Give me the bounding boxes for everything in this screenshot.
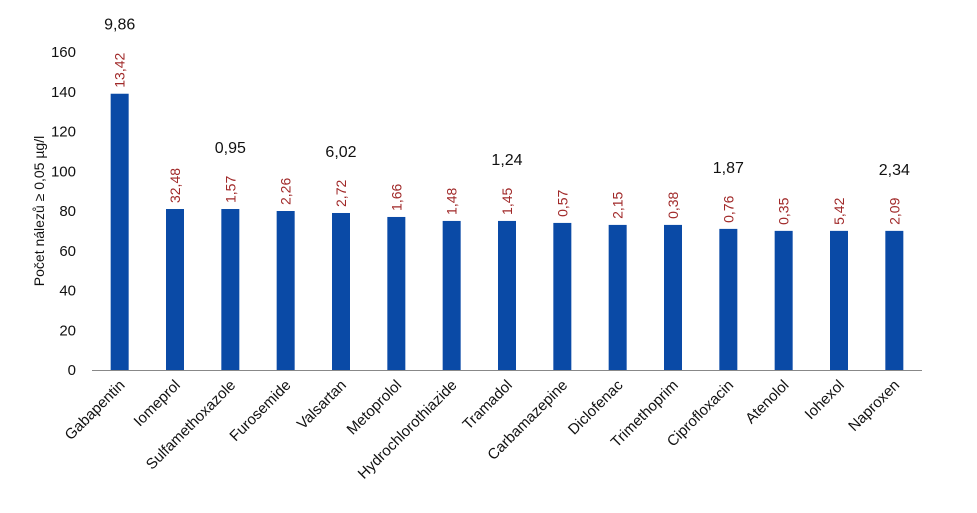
red-value-label: 1,57: [222, 176, 238, 203]
bar: [110, 93, 129, 371]
black-value-label: 6,02: [325, 144, 356, 161]
bars: [110, 93, 904, 371]
category-label: Naproxen: [845, 377, 903, 435]
category-label: Iohexol: [802, 377, 848, 423]
black-value-label: 9,86: [104, 17, 135, 34]
y-tick-label: 120: [51, 124, 76, 141]
category-label: Gabapentin: [62, 377, 129, 444]
category-label: Tramadol: [459, 377, 515, 433]
bar: [276, 211, 295, 370]
y-axis-label: Počet nálezů ≥ 0,05 µg/l: [31, 136, 47, 286]
y-tick-label: 0: [68, 362, 76, 379]
bar: [885, 230, 904, 370]
red-value-label: 0,76: [720, 195, 736, 222]
red-value-label: 1,48: [444, 187, 460, 214]
red-value-label: 0,38: [665, 191, 681, 218]
red-value-label: 13,42: [112, 52, 128, 87]
category-label: Atenolol: [742, 377, 792, 427]
y-tick-label: 100: [51, 163, 76, 180]
value-labels-black: 9,86 0,95 6,02 1,24 1,87 2,34: [104, 17, 910, 179]
bar: [442, 220, 461, 370]
bar: [387, 216, 406, 370]
red-value-label: 0,57: [554, 189, 570, 216]
red-value-label: 2,15: [610, 191, 626, 218]
red-value-label: 1,66: [388, 184, 404, 211]
bar: [553, 222, 572, 370]
red-value-label: 2,09: [886, 197, 902, 224]
y-tick-label: 160: [51, 44, 76, 61]
y-tick-label: 20: [59, 322, 76, 339]
y-tick-label: 40: [59, 283, 76, 300]
bar: [166, 209, 184, 370]
red-value-label: 5,42: [831, 197, 847, 224]
x-axis-category-labels: Gabapentin IomeprolSulfamethoxazoleFurose…: [62, 376, 904, 482]
y-tick-label: 80: [59, 203, 76, 220]
black-value-label: 1,24: [491, 152, 522, 169]
red-value-label: 32,48: [167, 168, 183, 203]
bar: [830, 230, 848, 370]
black-value-label: 2,34: [879, 162, 910, 179]
red-value-label: 0,35: [776, 197, 792, 224]
black-value-label: 1,87: [713, 160, 744, 177]
category-label: Valsartan: [294, 377, 350, 433]
bar: [221, 209, 240, 370]
y-tick-label: 140: [51, 84, 76, 101]
red-value-label: 2,72: [333, 180, 349, 207]
category-label: Iomeprol: [131, 377, 184, 430]
black-value-label: 0,95: [215, 140, 246, 157]
y-axis-ticks: 0 20 40 60 80 100 120 140 160: [51, 44, 76, 379]
bar: [664, 224, 682, 370]
value-labels-red: 13,42 32,48 1,57 2,26 2,72 1,66 1,48 1,45 0,57 2,…: [112, 52, 903, 224]
bar: [498, 220, 516, 370]
y-tick-label: 60: [59, 243, 76, 260]
red-value-label: 1,45: [499, 187, 515, 214]
category-label: Hydrochlorothiazide: [355, 377, 461, 483]
bar: [719, 228, 738, 370]
bar: [332, 212, 350, 370]
bar: [608, 224, 627, 370]
red-value-label: 2,26: [278, 178, 294, 205]
bar: [774, 230, 793, 370]
